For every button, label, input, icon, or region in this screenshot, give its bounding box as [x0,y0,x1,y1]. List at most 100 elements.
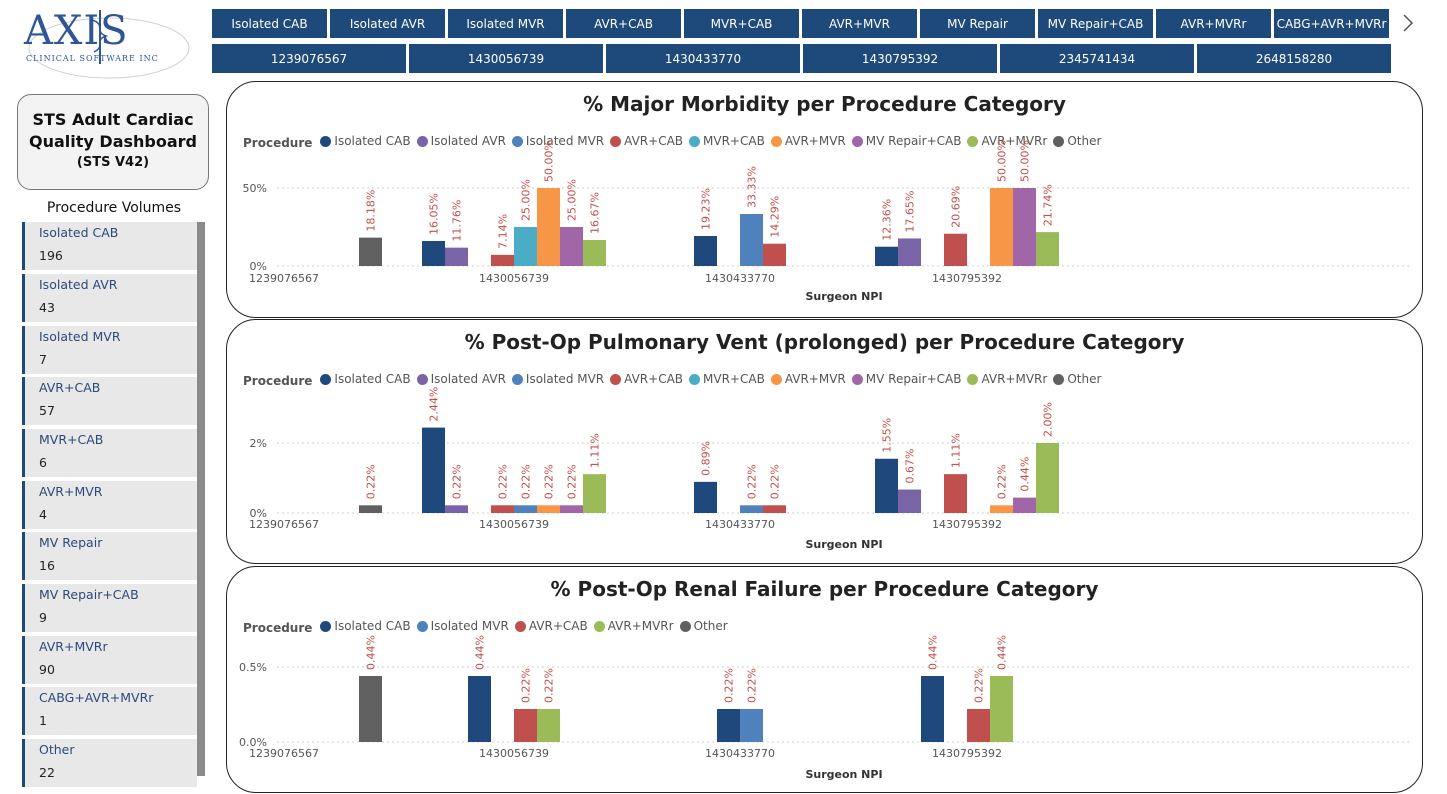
chart-bar[interactable] [537,505,560,513]
chart-bar[interactable] [921,676,944,742]
volume-card[interactable]: Isolated MVR 7 [22,326,197,374]
legend-item[interactable]: Isolated AVR [416,372,506,386]
legend-label: Isolated CAB [334,372,411,386]
chart-bar[interactable] [990,505,1013,513]
chart-bar[interactable] [740,709,763,742]
legend-item[interactable]: AVR+CAB [610,134,683,148]
volume-card[interactable]: MV Repair+CAB 9 [22,584,197,632]
chart-bar[interactable] [740,214,763,266]
data-label: 0.22% [723,668,736,703]
chart-bar[interactable] [1036,443,1059,513]
chart-bar[interactable] [875,246,898,266]
chart-bar[interactable] [694,481,717,513]
filter-npi-4[interactable]: 1430795392 [803,44,997,73]
chart-bar[interactable] [445,505,468,513]
chart-bar[interactable] [359,505,382,513]
filter-isolated-avr[interactable]: Isolated AVR [330,9,445,38]
legend-item[interactable]: Other [679,619,728,633]
chart-bar[interactable] [422,427,445,513]
volume-card[interactable]: AVR+MVRr 90 [22,636,197,684]
chart-bar[interactable] [944,474,967,513]
legend-item[interactable]: MVR+CAB [689,372,765,386]
chart-bar[interactable] [694,236,717,266]
chart-bar[interactable] [967,709,990,742]
legend-item[interactable]: AVR+MVRr [967,372,1047,386]
filter-isolated-mvr[interactable]: Isolated MVR [448,9,563,38]
chart-bar[interactable] [898,489,921,513]
chart-bar[interactable] [717,709,740,742]
volume-card[interactable]: Isolated AVR 43 [22,274,197,322]
legend-item[interactable]: Isolated MVR [511,372,604,386]
legend-item[interactable]: MV Repair+CAB [851,372,961,386]
filter-npi-1[interactable]: 1239076567 [212,44,406,73]
legend-item[interactable]: AVR+MVRr [967,134,1047,148]
chart-bar[interactable] [560,227,583,266]
legend-item[interactable]: Isolated MVR [416,619,509,633]
volume-card[interactable]: Other 22 [22,739,197,787]
chart-bar[interactable] [514,227,537,266]
filter-cabg-avr-mvrr[interactable]: CABG+AVR+MVRr [1274,9,1389,38]
filter-mvr-cab[interactable]: MVR+CAB [684,9,799,38]
chart-bar[interactable] [537,709,560,742]
chart-bar[interactable] [944,233,967,266]
legend-item[interactable]: Isolated CAB [320,134,411,148]
legend-item[interactable]: AVR+MVR [770,134,846,148]
chart-bar[interactable] [740,505,763,513]
chart-bar[interactable] [875,458,898,513]
chart-bar[interactable] [468,676,491,742]
volume-card[interactable]: Isolated CAB 196 [22,222,197,270]
filter-npi-2[interactable]: 1430056739 [409,44,603,73]
chart-bar[interactable] [990,676,1013,742]
chart-bar[interactable] [1013,188,1036,266]
legend-item[interactable]: MV Repair+CAB [851,134,961,148]
chart-bar[interactable] [491,254,514,266]
legend-item[interactable]: Isolated CAB [320,372,411,386]
filter-mv-repair[interactable]: MV Repair [920,9,1035,38]
volume-name: CABG+AVR+MVRr [39,690,154,705]
volume-card[interactable]: MVR+CAB 6 [22,429,197,477]
chart-bar[interactable] [898,238,921,266]
legend-item[interactable]: Other [1053,372,1101,386]
chart-bar[interactable] [537,188,560,266]
legend-item[interactable]: AVR+CAB [610,372,683,386]
volumes-scrollbar[interactable] [197,222,205,776]
chart-bar[interactable] [763,505,786,513]
legend-item[interactable]: Isolated MVR [511,134,604,148]
chart-bar[interactable] [763,243,786,266]
volume-card[interactable]: CABG+AVR+MVRr 1 [22,687,197,735]
filter-avr-cab[interactable]: AVR+CAB [566,9,681,38]
filter-npi-6[interactable]: 2648158280 [1197,44,1391,73]
chart-bar[interactable] [514,709,537,742]
chart-bar[interactable] [359,237,382,266]
chart-bar[interactable] [990,188,1013,266]
data-label: 11.76% [451,200,464,242]
volume-card[interactable]: AVR+CAB 57 [22,377,197,425]
chart-bar[interactable] [359,676,382,742]
chart-bar[interactable] [1013,497,1036,513]
legend-item[interactable]: Isolated CAB [320,619,411,633]
volume-card[interactable]: MV Repair 16 [22,532,197,580]
chart-bar[interactable] [560,505,583,513]
legend-item[interactable]: MVR+CAB [689,134,765,148]
legend-item[interactable]: AVR+CAB [514,619,588,633]
filter-avr-mvrr[interactable]: AVR+MVRr [1156,9,1271,38]
legend-item[interactable]: AVR+MVR [770,372,846,386]
legend-item[interactable]: Other [1053,134,1101,148]
filter-npi-3[interactable]: 1430433770 [606,44,800,73]
filter-npi-5[interactable]: 2345741434 [1000,44,1194,73]
legend-label: AVR+CAB [624,134,684,148]
chevron-right-icon[interactable] [1398,12,1418,34]
legend-item[interactable]: AVR+MVRr [593,619,674,633]
chart-bar[interactable] [422,240,445,266]
chart-bar[interactable] [1036,232,1059,266]
filter-avr-mvr[interactable]: AVR+MVR [802,9,917,38]
legend-item[interactable]: Isolated AVR [416,134,506,148]
volume-card[interactable]: AVR+MVR 4 [22,481,197,529]
chart-bar[interactable] [583,474,606,513]
chart-bar[interactable] [491,505,514,513]
chart-bar[interactable] [514,505,537,513]
chart-bar[interactable] [583,239,606,266]
filter-mv-repair-cab[interactable]: MV Repair+CAB [1038,9,1153,38]
chart-bar[interactable] [445,247,468,266]
filter-isolated-cab[interactable]: Isolated CAB [212,9,327,38]
